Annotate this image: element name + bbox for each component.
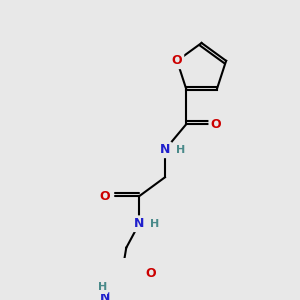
Text: O: O bbox=[210, 118, 221, 130]
Text: O: O bbox=[172, 54, 182, 67]
Text: O: O bbox=[146, 267, 157, 280]
Text: N: N bbox=[100, 291, 110, 300]
Text: O: O bbox=[99, 190, 110, 203]
Text: H: H bbox=[150, 219, 159, 229]
Text: H: H bbox=[98, 282, 107, 292]
Text: H: H bbox=[176, 145, 185, 155]
Text: N: N bbox=[134, 217, 144, 230]
Text: N: N bbox=[160, 143, 170, 156]
